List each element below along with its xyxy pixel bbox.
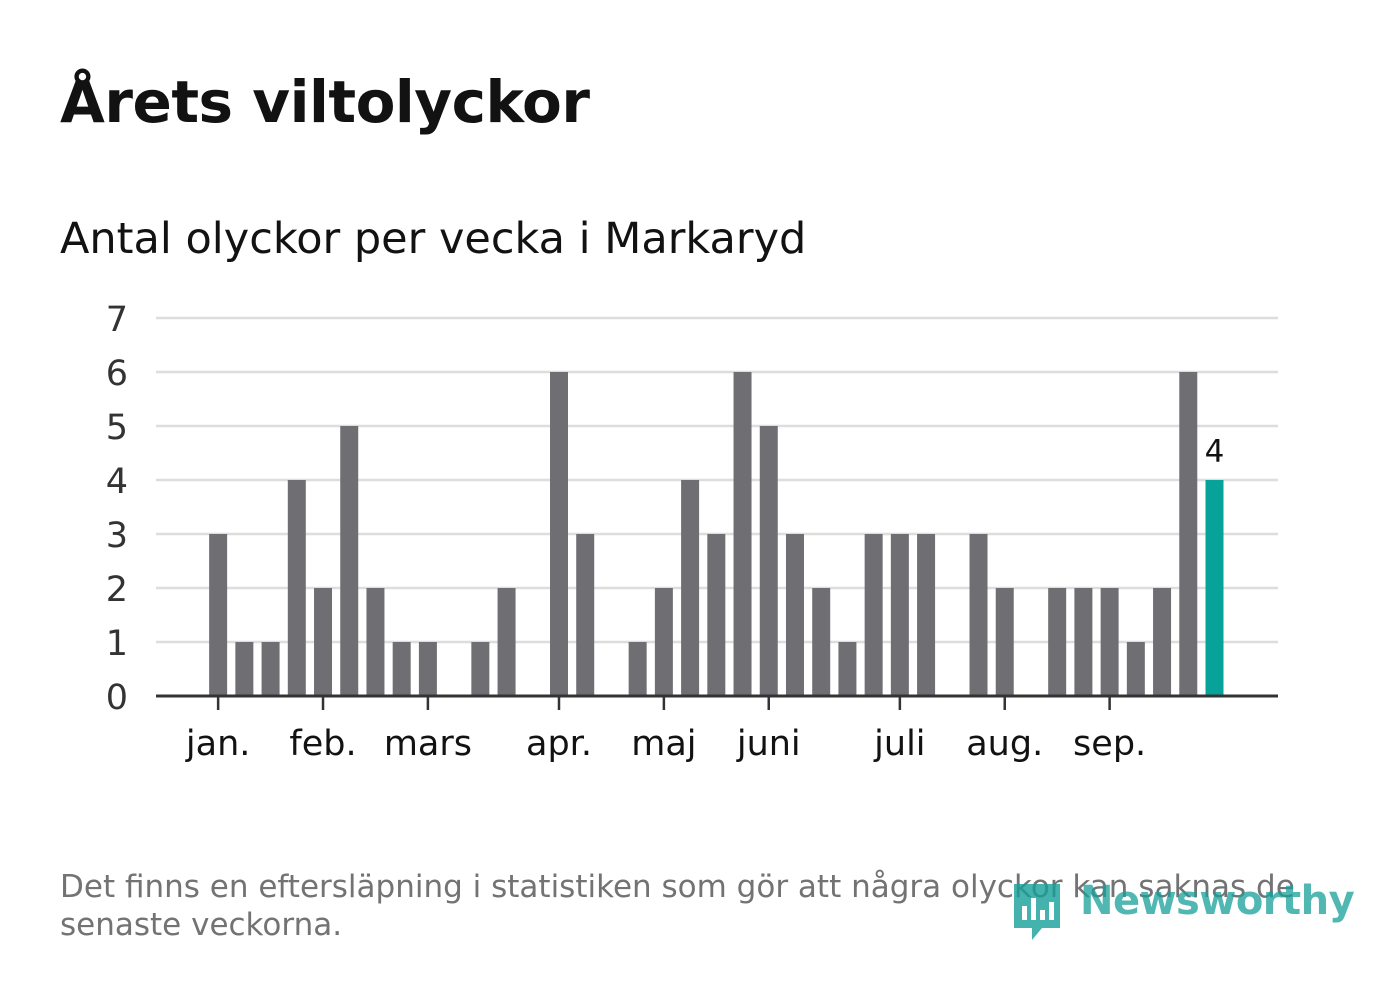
newsworthy-logo-text: Newsworthy — [1080, 878, 1355, 924]
bar-week-20 — [654, 588, 673, 696]
bar-week-35 — [1048, 588, 1067, 696]
x-tick-label: jan. — [185, 724, 250, 764]
x-tick-label: mars — [384, 724, 472, 764]
y-tick-label: 6 — [106, 354, 128, 394]
bar-week-21 — [681, 480, 700, 696]
newsworthy-logo: Newsworthy — [1010, 872, 1355, 944]
bar-week-32 — [969, 534, 988, 696]
bar-week-5 — [261, 642, 280, 696]
x-tick-label: sep. — [1073, 724, 1146, 764]
x-axis — [156, 694, 1278, 710]
bar-week-22 — [707, 534, 726, 696]
x-tick-label: feb. — [289, 724, 356, 764]
y-tick-label: 3 — [106, 516, 128, 556]
bar-week-17 — [576, 534, 595, 696]
x-tick-label: aug. — [966, 724, 1043, 764]
x-tick-label: apr. — [526, 724, 592, 764]
bar-week-28 — [864, 534, 883, 696]
bar-week-25 — [785, 534, 804, 696]
y-tick-label: 0 — [106, 678, 128, 718]
bar-week-33 — [995, 588, 1014, 696]
y-tick-label: 4 — [106, 462, 128, 502]
bar-week-6 — [287, 480, 306, 696]
chart-subtitle: Antal olyckor per vecka i Markaryd — [60, 214, 807, 264]
y-axis-labels: 0 1 2 3 4 5 6 7 — [106, 300, 128, 718]
y-tick-label: 2 — [106, 570, 128, 610]
bar-week-19 — [628, 642, 647, 696]
footnote: Det finns en eftersläpning i statistiken… — [60, 869, 1295, 943]
bar-week-13 — [471, 642, 490, 696]
bar-week-38 — [1126, 642, 1145, 696]
x-tick-label: juli — [873, 724, 925, 764]
bar-week-8 — [340, 426, 359, 696]
newsworthy-logo-icon — [1014, 884, 1060, 940]
bar-week-24 — [759, 426, 778, 696]
bar-week-3 — [209, 534, 228, 696]
bar-week-37 — [1100, 588, 1119, 696]
bar-week-29 — [890, 534, 909, 696]
bar-week-7 — [314, 588, 333, 696]
bar-week-39 — [1153, 588, 1172, 696]
bar-week-36 — [1074, 588, 1093, 696]
bar-week-14 — [497, 588, 516, 696]
bar-week-11 — [418, 642, 437, 696]
bars — [209, 372, 1224, 696]
y-tick-label: 5 — [106, 408, 128, 448]
highlight-value-label: 4 — [1205, 434, 1225, 470]
bar-week-41 — [1205, 480, 1224, 696]
bar-week-27 — [838, 642, 857, 696]
x-axis-labels: jan. feb. mars apr. maj juni juli aug. sep. — [185, 724, 1146, 764]
bar-week-9 — [366, 588, 385, 696]
y-tick-label: 7 — [106, 300, 128, 340]
bar-week-16 — [550, 372, 568, 696]
bar-week-30 — [917, 534, 936, 696]
bar-chart: 0 1 2 3 4 5 6 7 jan. feb. mars apr. maj juni juli aug.… — [106, 300, 1278, 764]
bar-week-4 — [235, 642, 254, 696]
bar-week-23 — [733, 372, 752, 696]
x-tick-label: maj — [631, 724, 696, 764]
bar-week-26 — [812, 588, 831, 696]
annotations: 4 — [1205, 434, 1225, 470]
x-tick-label: juni — [736, 724, 801, 764]
chart-title: Årets viltolyckor — [60, 68, 590, 136]
y-tick-label: 1 — [106, 624, 128, 664]
bar-week-10 — [392, 642, 411, 696]
bar-week-40 — [1179, 372, 1198, 696]
